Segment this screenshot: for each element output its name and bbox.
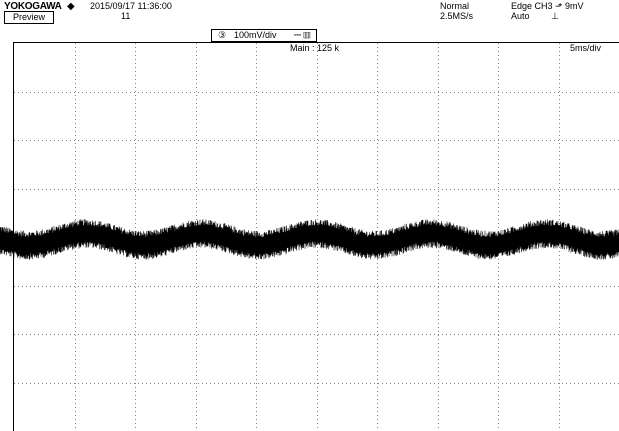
scope-header: YOKOGAWA ◆ Preview 2015/09/17 11:36:00 1…: [0, 0, 619, 42]
preview-button[interactable]: Preview: [4, 11, 54, 24]
trigger-setting: Edge CH3 ⬏ 9mV: [511, 1, 584, 11]
waveform-ch3: [0, 219, 619, 260]
trigger-marker-icon: ⊥: [551, 11, 559, 21]
channel-scale-box[interactable]: ③ 100mV/div ⎓ ▥: [211, 29, 317, 42]
ground-marker-icon: 3: [1, 239, 7, 249]
brand-logo: YOKOGAWA: [4, 1, 62, 12]
trigger-mode: Auto: [511, 11, 530, 21]
channel-number-icon: ③: [218, 30, 227, 40]
waveform-trace: [0, 219, 619, 260]
vertical-scale: 100mV/div: [234, 30, 277, 40]
brand-diamond-icon: ◆: [67, 1, 75, 12]
sample-rate: 2.5MS/s: [440, 11, 474, 21]
record-length: Main : 125 k: [290, 43, 340, 53]
acquisition-mode: Normal: [440, 1, 470, 11]
coupling-icon: ⎓ ▥: [294, 30, 311, 40]
datetime-readout: 2015/09/17 11:36:00: [90, 1, 172, 11]
acquisition-count: 11: [121, 11, 131, 21]
time-per-div: 5ms/div: [569, 43, 601, 53]
